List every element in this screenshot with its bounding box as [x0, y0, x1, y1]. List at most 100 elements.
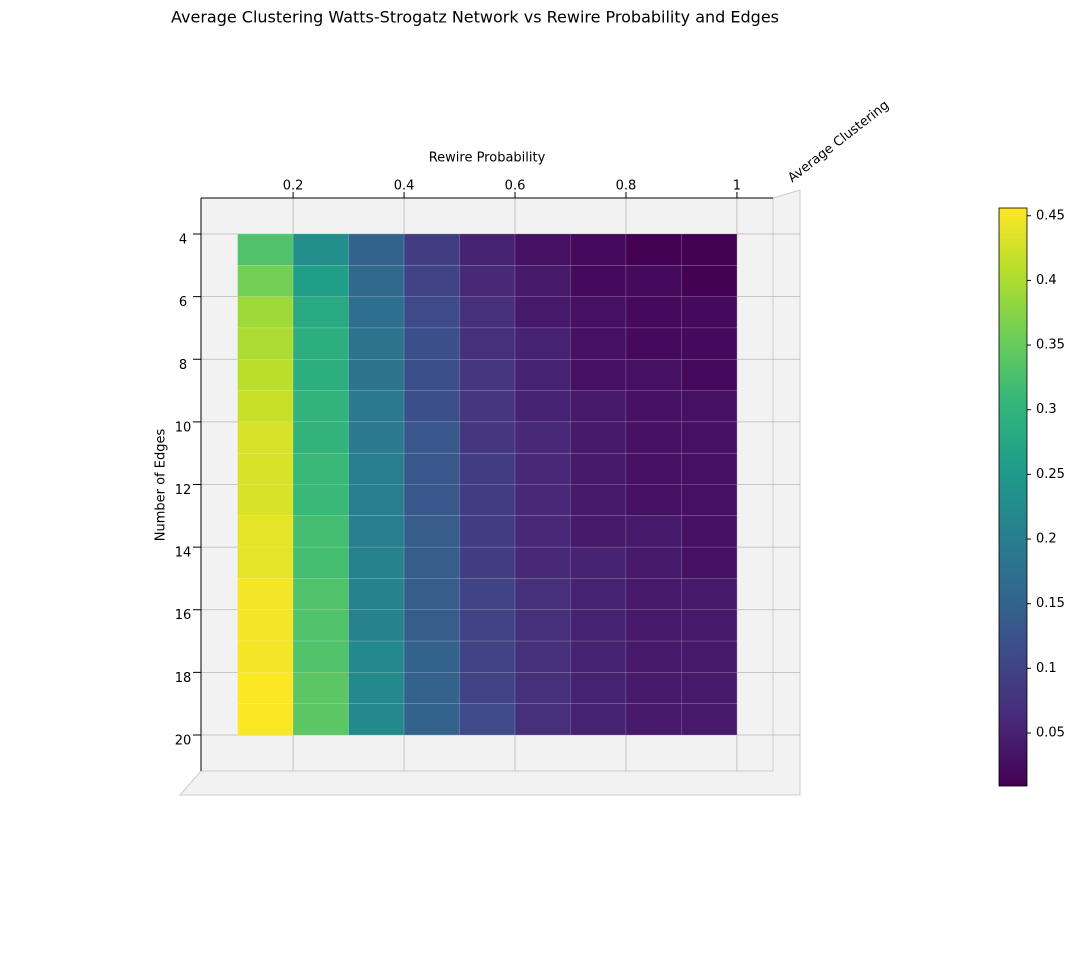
surface-cell: [237, 546, 294, 579]
surface-cell: [570, 296, 627, 329]
surface-cell: [348, 421, 405, 454]
x-tick-label: 1: [733, 179, 741, 194]
surface-cell: [237, 390, 294, 423]
surface-cell: [625, 609, 682, 642]
surface-cell: [237, 484, 294, 517]
surface-cell: [570, 233, 627, 266]
surface-cell: [403, 296, 460, 329]
surface-cell: [348, 578, 405, 610]
surface-cell: [570, 452, 627, 485]
surface-cell: [514, 546, 571, 579]
surface-cell: [681, 609, 738, 642]
surface-cell: [237, 359, 294, 391]
surface-cell: [681, 640, 738, 673]
x-tick-label: 0.2: [283, 179, 304, 194]
surface-cell: [348, 452, 405, 485]
surface-cell: [403, 359, 460, 391]
surface-cell: [514, 359, 571, 391]
surface-cell: [625, 452, 682, 485]
surface-cell: [570, 484, 627, 517]
surface-cell: [459, 484, 516, 517]
surface-cell: [625, 233, 682, 266]
surface-cell: [403, 421, 460, 454]
surface-cell: [292, 578, 349, 610]
colorbar-tick-label: 0.45: [1036, 208, 1065, 223]
surface-cell: [514, 390, 571, 423]
z-axis-label: Average Clustering: [785, 98, 892, 186]
surface-cell: [292, 421, 349, 454]
surface-cell: [514, 515, 571, 548]
surface-cell: [681, 359, 738, 391]
surface-cell: [403, 233, 460, 266]
surface-cell: [237, 672, 294, 704]
surface-cell: [348, 640, 405, 673]
y-tick-label: 20: [175, 733, 192, 748]
y-tick-label: 14: [175, 546, 192, 561]
surface-cell: [403, 265, 460, 297]
colorbar-tick-label: 0.3: [1036, 402, 1057, 417]
surface-cell: [403, 703, 460, 736]
colorbar-tick-label: 0.25: [1036, 467, 1065, 482]
surface-cell: [625, 265, 682, 297]
surface-cell: [403, 672, 460, 704]
surface-cell: [403, 390, 460, 423]
surface-cell: [514, 296, 571, 329]
surface-cell: [514, 265, 571, 297]
surface-cell: [237, 578, 294, 610]
surface-cell: [681, 296, 738, 329]
surface-cell: [348, 265, 405, 297]
surface-cell: [403, 546, 460, 579]
side-pane: [178, 189, 801, 796]
surface-cell: [625, 672, 682, 704]
surface-cell: [570, 578, 627, 610]
surface-cell: [292, 609, 349, 642]
surface-cell: [237, 609, 294, 642]
surface-cell: [514, 609, 571, 642]
chart-title: Average Clustering Watts-Strogatz Networ…: [171, 8, 779, 27]
surface-cell: [459, 296, 516, 329]
surface-cell: [681, 265, 738, 297]
surface-cell: [514, 672, 571, 704]
surface-cell: [625, 359, 682, 391]
surface-cell: [292, 672, 349, 704]
surface-cell: [403, 515, 460, 548]
surface-cell: [403, 578, 460, 610]
surface-cell: [403, 640, 460, 673]
surface-cell: [348, 296, 405, 329]
surface-cell: [348, 672, 405, 704]
surface-cell: [681, 327, 738, 360]
surface-cell: [681, 484, 738, 517]
surface-cell: [292, 296, 349, 329]
surface-cell: [459, 233, 516, 266]
surface-cell: [459, 546, 516, 579]
surface-cell: [570, 265, 627, 297]
colorbar-tick-label: 0.35: [1036, 338, 1065, 353]
y-tick-label: 16: [175, 608, 192, 623]
surface-cell: [348, 359, 405, 391]
surface-cell: [459, 390, 516, 423]
surface-cell: [292, 515, 349, 548]
x-tick-label: 0.6: [505, 179, 526, 194]
surface-cell: [514, 703, 571, 736]
y-tick-label: 10: [175, 420, 192, 435]
surface-cell: [237, 421, 294, 454]
surface-cell: [459, 640, 516, 673]
x-tick-label: 0.8: [616, 179, 637, 194]
surface-cell: [459, 609, 516, 642]
surface-cell: [514, 640, 571, 673]
surface-cell: [625, 327, 682, 360]
surface-cell: [237, 327, 294, 360]
surface-cell: [514, 421, 571, 454]
y-tick-label: 18: [175, 671, 192, 686]
surface-cell: [681, 703, 738, 736]
surface-cell: [292, 327, 349, 360]
surface-cell: [348, 703, 405, 736]
surface-cell: [625, 578, 682, 610]
surface-cell: [292, 703, 349, 736]
surface-cell: [514, 578, 571, 610]
surface-cell: [570, 515, 627, 548]
surface-cell: [292, 390, 349, 423]
x-axis-label: Rewire Probability: [429, 151, 546, 166]
x-tick-label: 0.4: [394, 179, 415, 194]
